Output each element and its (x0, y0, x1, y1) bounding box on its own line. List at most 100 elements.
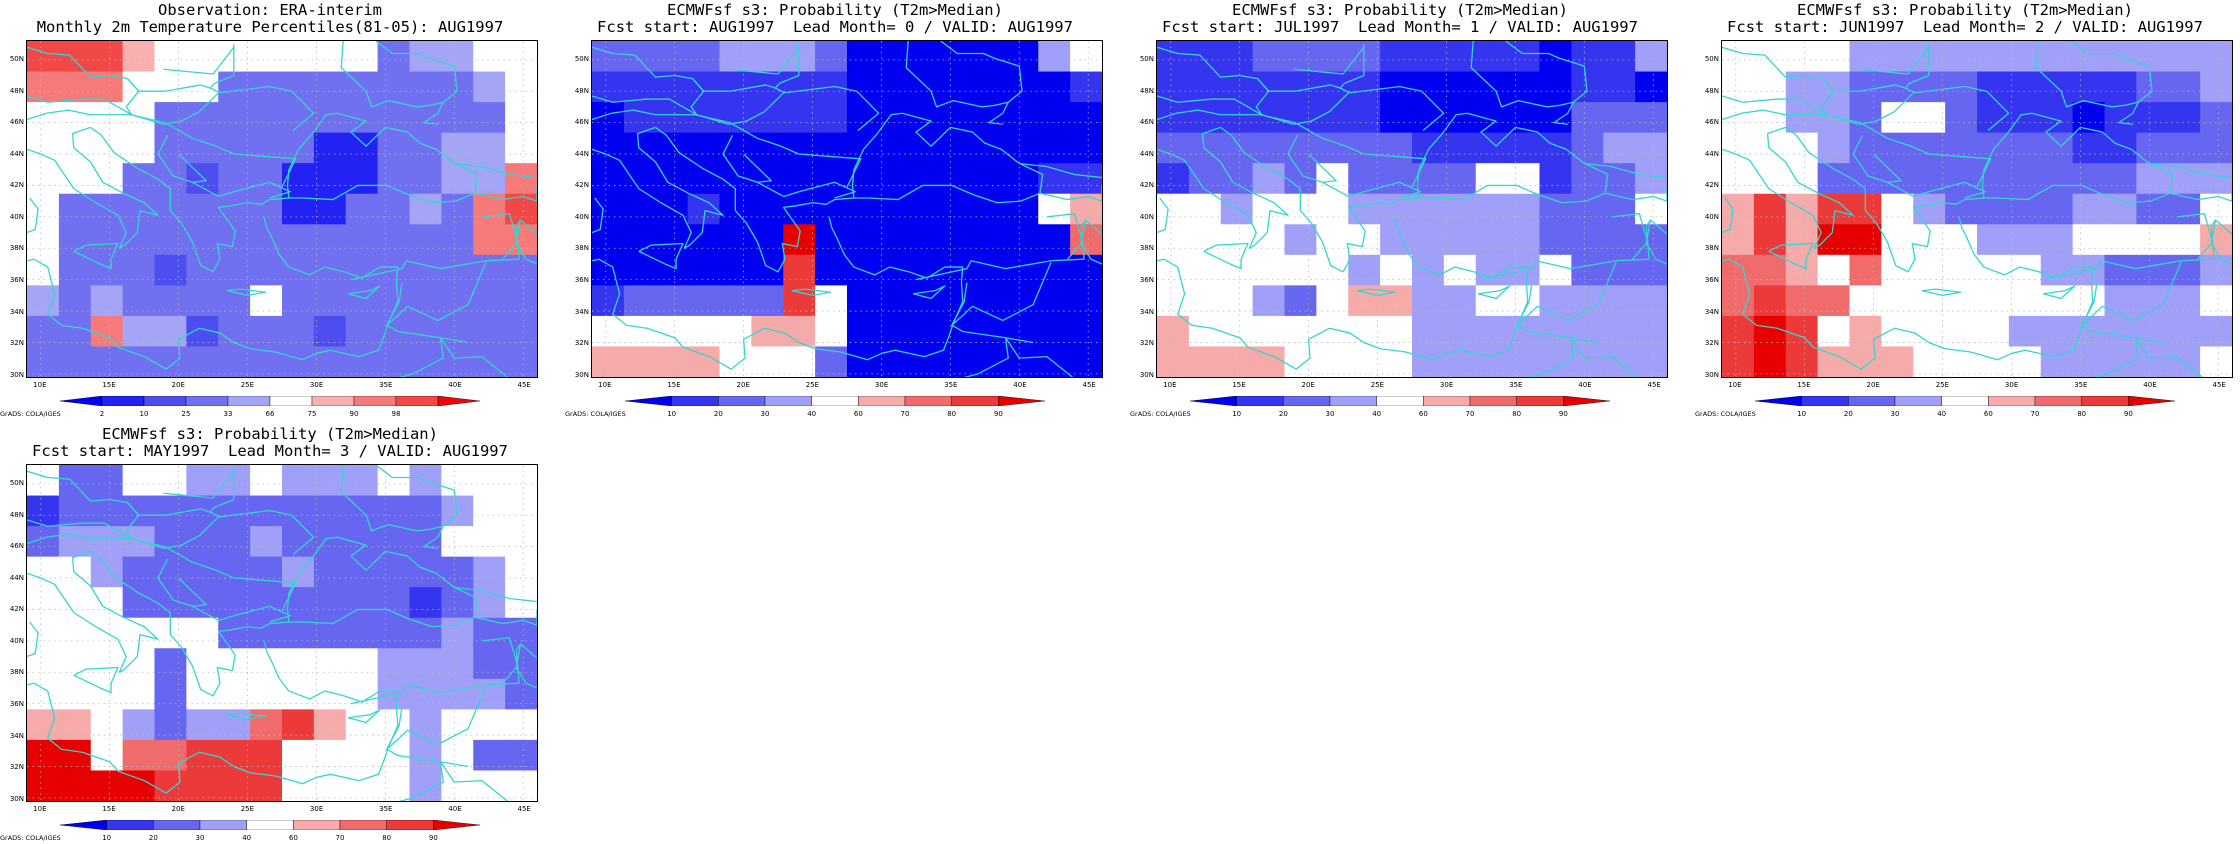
colorbar-label: 30 (1325, 410, 1335, 418)
grid-cell (345, 41, 379, 73)
lat-label: 50N (574, 54, 589, 63)
grid-cell (58, 285, 92, 317)
grid-cell (974, 224, 1007, 256)
grid-cell (1945, 346, 1978, 377)
colorbar-label: 2 (99, 410, 105, 418)
grid-cell (847, 102, 880, 134)
grid-cell (1252, 346, 1286, 377)
grid-cell (409, 648, 442, 680)
coastline (1852, 134, 1902, 183)
grid-cell (58, 617, 92, 649)
grid-cell (1945, 132, 1978, 164)
grid-cell (282, 648, 315, 680)
lat-label: 44N (1139, 149, 1154, 158)
grid-cell (1380, 102, 1413, 134)
coastline (1768, 242, 1814, 270)
grid-cell (2200, 132, 2232, 164)
grid-cell (1635, 346, 1667, 377)
grid-cell (847, 315, 880, 348)
grid-cell (90, 556, 124, 588)
coastline (27, 46, 211, 92)
grid-cell (1753, 41, 1787, 73)
grid-cell (1038, 71, 1071, 103)
grid-cell (1188, 254, 1222, 286)
colorbar-label: 30 (760, 410, 770, 418)
lat-label: 38N (9, 244, 24, 253)
grid-cell (122, 102, 156, 134)
grid-cell (58, 739, 92, 772)
grid-cell (282, 770, 315, 801)
grid-cell (282, 739, 315, 772)
grid-cell (122, 224, 156, 256)
lon-label: 35E (944, 381, 958, 389)
grid-cell (345, 315, 379, 348)
grid-cell (2104, 163, 2137, 195)
grid-cell (1913, 71, 1946, 103)
lon-label: 30E (309, 381, 324, 389)
lat-label: 44N (9, 149, 24, 158)
grid-cell (1070, 102, 1102, 134)
grid-cell (1849, 132, 1882, 164)
grid-cell (1443, 132, 1477, 164)
grid-cell (974, 163, 1007, 195)
grid-cell (878, 315, 912, 348)
coastline (386, 324, 444, 377)
grid-cell (250, 102, 283, 134)
coastline (209, 44, 315, 131)
grid-cell (1443, 163, 1477, 195)
grid-cell (783, 285, 816, 317)
lat-label: 32N (1704, 339, 1719, 348)
grid-cell (2136, 346, 2169, 377)
lon-label: 15E (102, 381, 116, 389)
grid-cell (623, 346, 657, 377)
coastline (1722, 109, 1786, 121)
colorbar-swatch (293, 820, 341, 830)
lon-label: 45E (1082, 381, 1096, 389)
grid-cell (687, 346, 721, 377)
grid-cell (218, 556, 251, 588)
coastline (915, 219, 1102, 281)
grid-cell (1252, 254, 1286, 286)
grid-cell (1348, 132, 1381, 164)
grid-cell (942, 132, 976, 164)
panel-subtitle: Fcst start: MAY1997 Lead Month= 3 / VALI… (32, 442, 508, 460)
grid-cell (377, 224, 411, 256)
grid-cell (122, 678, 156, 710)
colorbar-label: 90 (2123, 410, 2133, 418)
grid-cell (218, 163, 251, 195)
grid-cell (186, 709, 219, 741)
grid-cell (2104, 71, 2137, 103)
grid-cell (377, 648, 411, 680)
grid-cell (218, 465, 251, 497)
grid-cell (441, 587, 474, 619)
lat-label: 38N (9, 668, 24, 677)
grid-cell (1252, 163, 1286, 195)
grid-cell (473, 41, 506, 73)
coastline (90, 126, 303, 273)
colorbar-swatch (1469, 396, 1517, 406)
grid-cell (377, 163, 411, 195)
grid-cell (1785, 315, 1819, 348)
colorbar-swatch (269, 396, 313, 406)
lon-label: 20E (1866, 381, 1880, 389)
grid-cell (655, 163, 689, 195)
grid-cell (473, 102, 506, 134)
map-area (1721, 40, 2233, 378)
grid-cell (122, 709, 156, 741)
grid-cell (910, 346, 944, 377)
grid-cell (58, 71, 92, 103)
grid-cell (313, 709, 347, 741)
coastline (481, 213, 519, 260)
coastline (454, 586, 537, 603)
colorbar-swatch (185, 396, 229, 406)
grid-cell (1188, 285, 1222, 317)
lat-label: 40N (574, 212, 589, 221)
colorbar-swatch (1894, 396, 1942, 406)
lat-label: 38N (574, 244, 589, 253)
lon-label: 15E (1232, 381, 1246, 389)
grid-cell (186, 587, 219, 619)
grid-cell (910, 254, 944, 286)
grid-cell (2104, 224, 2137, 256)
grid-cell (783, 193, 816, 225)
grid-cell (90, 648, 124, 680)
